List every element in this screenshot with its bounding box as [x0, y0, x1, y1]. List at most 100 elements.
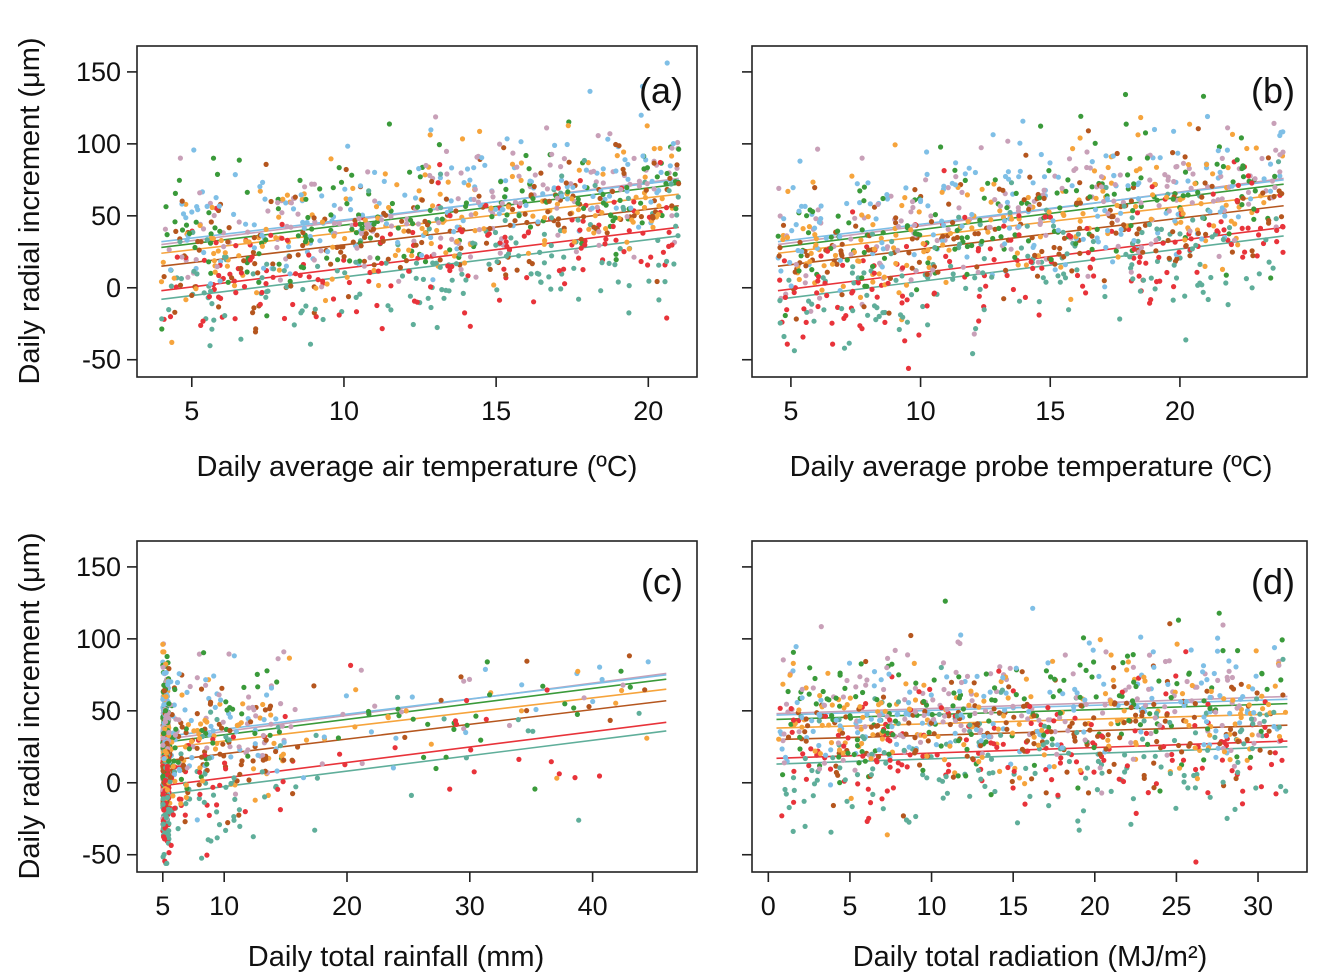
data-point-d-312	[1232, 731, 1238, 737]
data-point-a-192	[472, 228, 478, 234]
data-point-b-1050	[1115, 243, 1121, 249]
data-point-a-952	[497, 250, 503, 256]
data-point-d-305	[1266, 728, 1272, 734]
data-point-b-828	[1012, 232, 1018, 238]
data-point-a-1087	[303, 196, 309, 202]
data-point-d-920	[1183, 718, 1189, 724]
data-point-a-755	[548, 215, 555, 221]
data-point-c-595	[506, 722, 513, 729]
data-point-a-717	[362, 217, 368, 223]
data-point-d-1033	[1117, 735, 1123, 741]
data-point-a-943	[216, 294, 222, 300]
data-point-a-601	[513, 240, 519, 246]
data-point-c-923	[576, 817, 582, 823]
data-point-c-822	[170, 763, 176, 770]
data-point-a-21	[443, 148, 450, 154]
x-tick-label-c-0: 5	[155, 891, 170, 921]
data-point-b-415	[835, 213, 841, 219]
data-point-a-487	[343, 166, 349, 173]
data-point-b-718	[1121, 222, 1127, 228]
data-point-c-49	[194, 675, 200, 681]
data-point-a-901	[462, 310, 468, 316]
data-point-a-1035	[264, 289, 270, 295]
data-point-b-932	[1002, 173, 1009, 180]
data-point-d-997	[1246, 702, 1252, 708]
data-point-a-1022	[396, 278, 402, 284]
data-point-b-293	[865, 312, 871, 318]
data-point-d-360	[1186, 722, 1192, 729]
data-point-b-345	[1025, 238, 1032, 244]
data-point-c-766	[160, 641, 166, 647]
data-point-d-928	[868, 724, 875, 730]
data-point-c-229	[282, 713, 288, 720]
data-point-d-676	[1280, 692, 1286, 698]
data-point-d-293	[992, 788, 998, 795]
data-point-a-688	[395, 225, 401, 231]
data-point-d-616	[1052, 729, 1058, 735]
data-point-b-923	[850, 308, 856, 314]
data-point-d-611	[942, 598, 948, 604]
data-point-b-1074	[1060, 211, 1066, 217]
data-point-d-1057	[1083, 701, 1089, 708]
data-point-d-726	[887, 738, 893, 744]
points-d	[776, 598, 1289, 865]
data-point-d-1063	[1066, 750, 1072, 756]
data-point-a-1034	[198, 322, 204, 328]
data-point-d-567	[810, 685, 816, 691]
data-point-c-688	[365, 708, 372, 715]
data-point-a-65	[613, 257, 619, 263]
data-point-a-123	[654, 278, 660, 285]
data-point-d-243	[1239, 801, 1246, 807]
data-point-a-33	[410, 229, 416, 236]
data-point-b-500	[819, 287, 825, 293]
data-point-a-413	[288, 200, 294, 206]
data-point-a-249	[189, 292, 195, 298]
data-point-c-1058	[228, 754, 234, 760]
data-point-d-927	[1249, 732, 1255, 738]
data-point-a-538	[537, 249, 543, 255]
data-point-a-267	[636, 224, 642, 230]
data-point-a-741	[453, 261, 459, 267]
data-point-d-1071	[1082, 737, 1088, 743]
data-point-a-1079	[428, 127, 434, 133]
data-point-a-639	[463, 200, 469, 206]
data-point-b-420	[1188, 185, 1194, 191]
data-point-d-952	[1157, 722, 1163, 729]
data-point-d-157	[858, 726, 864, 732]
data-point-b-412	[820, 275, 826, 281]
data-point-d-387	[1259, 670, 1265, 677]
data-point-b-1001	[1112, 182, 1118, 188]
data-point-a-491	[622, 157, 628, 163]
data-point-d-146	[903, 817, 910, 823]
data-point-a-251	[656, 297, 662, 303]
data-point-a-888	[223, 254, 229, 260]
data-point-b-833	[913, 268, 919, 274]
data-point-a-1040	[405, 228, 412, 234]
data-point-a-181	[439, 287, 445, 293]
data-point-b-530	[1176, 249, 1182, 255]
data-point-d-1042	[870, 791, 876, 798]
data-point-a-486	[542, 238, 548, 244]
data-point-b-941	[1253, 145, 1259, 151]
data-point-b-2	[880, 230, 886, 236]
data-point-a-797	[592, 182, 598, 189]
data-point-c-846	[262, 794, 268, 800]
data-point-d-275	[855, 743, 861, 749]
data-point-d-194	[1279, 757, 1285, 763]
data-point-a-597	[287, 278, 293, 284]
data-point-a-263	[352, 217, 358, 224]
data-point-b-1093	[788, 283, 794, 289]
data-point-d-318	[796, 707, 802, 713]
data-point-d-499	[1216, 610, 1222, 616]
data-point-d-386	[907, 689, 913, 695]
trend-line-c-2	[162, 678, 667, 744]
data-point-d-731	[1108, 721, 1114, 727]
data-point-d-855	[1200, 669, 1206, 675]
data-point-d-751	[923, 702, 930, 708]
data-point-a-497	[596, 242, 602, 248]
data-point-a-809	[195, 238, 201, 245]
data-point-a-1063	[194, 271, 200, 277]
data-point-c-529	[273, 748, 279, 755]
x-tick-label-a-0: 5	[184, 396, 199, 426]
data-point-d-866	[938, 705, 945, 711]
